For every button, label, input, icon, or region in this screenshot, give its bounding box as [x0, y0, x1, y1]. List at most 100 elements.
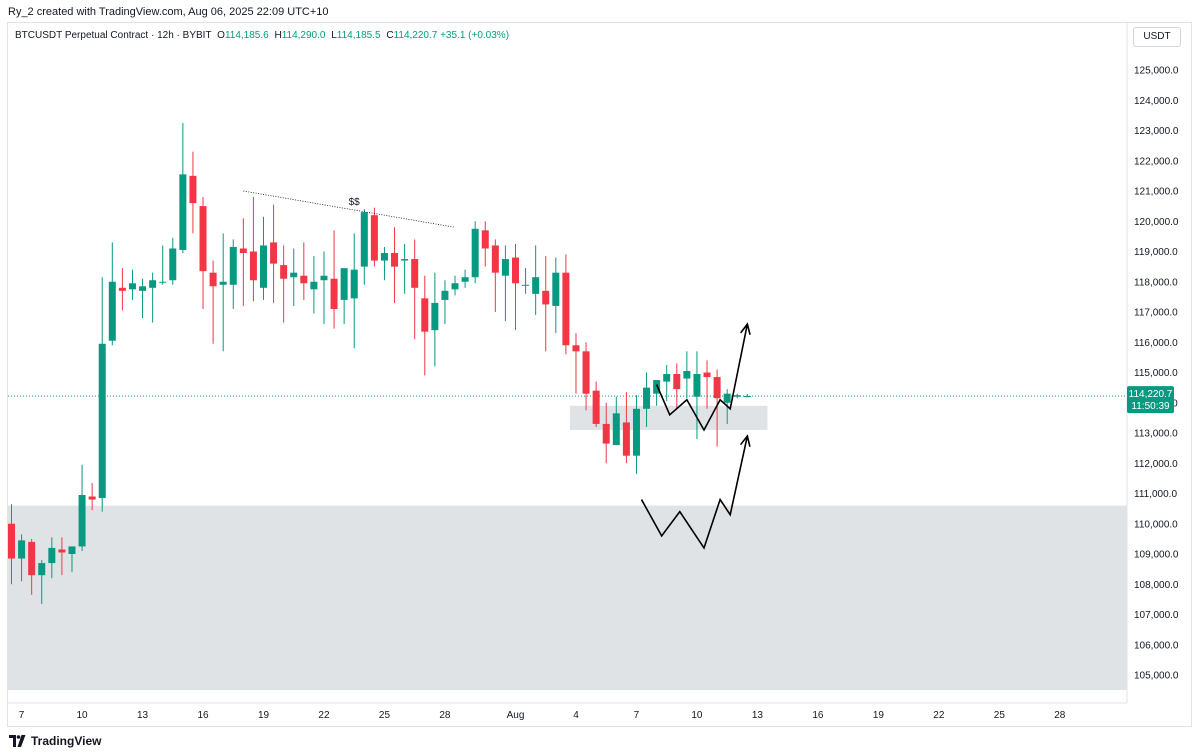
- projection-arrowhead-0: [740, 322, 751, 335]
- candle-body: [18, 540, 26, 559]
- candle-body: [139, 286, 147, 291]
- x-tick-label: 22: [318, 710, 330, 721]
- candle-body: [128, 283, 136, 290]
- candle-body: [592, 390, 600, 424]
- candle-body: [713, 377, 721, 399]
- candle-body: [199, 206, 207, 272]
- y-tick-label: 120,000.0: [1134, 217, 1179, 228]
- y-tick-label: 119,000.0: [1134, 247, 1178, 258]
- candle-body: [491, 245, 499, 273]
- liquidity-trendline: [243, 190, 456, 228]
- y-tick-label: 117,000.0: [1134, 308, 1178, 319]
- candle-body: [522, 284, 530, 286]
- candle-body: [300, 275, 308, 284]
- candle-body: [320, 275, 328, 281]
- change-value: +35.1 (+0.03%): [440, 30, 510, 41]
- candle-body: [290, 272, 298, 278]
- candle-body: [8, 523, 15, 559]
- projection-arrowhead-1: [739, 434, 751, 447]
- close-value: 114,220.7: [393, 30, 438, 41]
- candle-body: [451, 283, 459, 290]
- candle-body: [98, 343, 106, 499]
- x-tick-label: 13: [752, 710, 764, 721]
- candle-body: [380, 253, 388, 261]
- candle-body: [552, 272, 560, 306]
- y-tick-label: 109,000.0: [1134, 550, 1179, 561]
- x-tick-label: 16: [197, 710, 209, 721]
- currency-button[interactable]: USDT: [1133, 27, 1181, 47]
- y-tick-label: 113,000.0: [1134, 429, 1178, 440]
- y-tick-label: 118,000.0: [1134, 277, 1178, 288]
- candle-body: [612, 413, 620, 446]
- y-tick-label: 116,000.0: [1134, 338, 1178, 349]
- x-tick-label: 25: [379, 710, 391, 721]
- low-value: 114,185.5: [336, 30, 381, 41]
- candle-body: [471, 228, 479, 278]
- candle-body: [461, 277, 469, 282]
- candle-body: [481, 230, 489, 249]
- candle-body: [683, 370, 691, 379]
- candle-body: [310, 281, 318, 290]
- candle-body: [572, 345, 580, 352]
- candle-body: [512, 257, 519, 284]
- tradingview-brand: TradingView: [31, 734, 102, 748]
- candle-body: [743, 396, 751, 398]
- candle-body: [350, 269, 358, 299]
- candle-body: [663, 374, 671, 382]
- candle-body: [441, 290, 449, 300]
- price-tag-value: 114,220.7: [1129, 389, 1173, 400]
- candle-body: [260, 245, 267, 288]
- y-tick-label: 123,000.0: [1134, 126, 1179, 137]
- candle-body: [411, 259, 419, 288]
- x-tick-label: 13: [137, 710, 149, 721]
- candle-body: [68, 546, 76, 554]
- tradingview-logo-icon: [9, 735, 26, 747]
- candle-body: [622, 422, 630, 456]
- x-tick-label: 19: [258, 710, 270, 721]
- y-tick-label: 110,000.0: [1134, 519, 1178, 530]
- candle-body: [149, 280, 157, 288]
- candle-body: [88, 496, 96, 500]
- x-tick-label: 4: [573, 710, 579, 721]
- candle-body: [249, 251, 257, 281]
- candle-body: [48, 547, 56, 564]
- x-tick-label: 25: [994, 710, 1006, 721]
- candle-body: [330, 278, 338, 309]
- y-tick-label: 122,000.0: [1134, 156, 1179, 167]
- candle-body: [602, 423, 610, 444]
- candle-body: [179, 174, 187, 250]
- candle-body: [501, 259, 509, 276]
- candle-body: [431, 302, 439, 331]
- close-label: C: [386, 30, 394, 41]
- candle-body: [673, 374, 681, 390]
- x-tick-label: 10: [76, 710, 88, 721]
- y-tick-label: 125,000.0: [1134, 66, 1179, 77]
- y-tick-label: 108,000.0: [1134, 580, 1179, 591]
- x-tick-label: 22: [933, 710, 945, 721]
- price-tag-box: [1127, 386, 1174, 414]
- candle-body: [532, 277, 540, 294]
- candle-body: [643, 387, 651, 409]
- tradingview-logo[interactable]: TradingView: [9, 734, 101, 748]
- price-tag-countdown: 11:50:39: [1131, 401, 1170, 412]
- liquidity-label: $$: [349, 197, 361, 208]
- y-tick-label: 112,000.0: [1134, 459, 1178, 470]
- candle-body: [78, 495, 86, 547]
- projection-path-0: [655, 323, 749, 432]
- y-tick-label: 105,000.0: [1134, 671, 1179, 682]
- y-tick-label: 121,000.0: [1134, 187, 1179, 198]
- candle-body: [693, 374, 701, 397]
- candle-body: [38, 563, 46, 576]
- x-tick-label: 7: [19, 710, 25, 721]
- symbol-name: BTCUSDT Perpetual Contract · 12h · BYBIT: [15, 30, 212, 41]
- candle-body: [582, 351, 590, 394]
- x-tick-label: 19: [873, 710, 885, 721]
- candle-body: [219, 281, 227, 285]
- x-tick-label: 10: [691, 710, 703, 721]
- candle-body: [542, 290, 550, 305]
- candle-body: [270, 242, 278, 264]
- candle-body: [370, 215, 378, 261]
- x-tick-label: 28: [439, 710, 451, 721]
- candle-body: [280, 265, 288, 279]
